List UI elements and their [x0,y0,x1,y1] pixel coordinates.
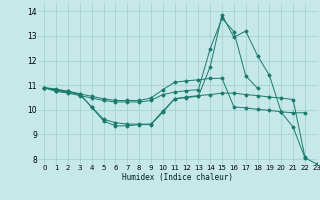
X-axis label: Humidex (Indice chaleur): Humidex (Indice chaleur) [122,173,233,182]
